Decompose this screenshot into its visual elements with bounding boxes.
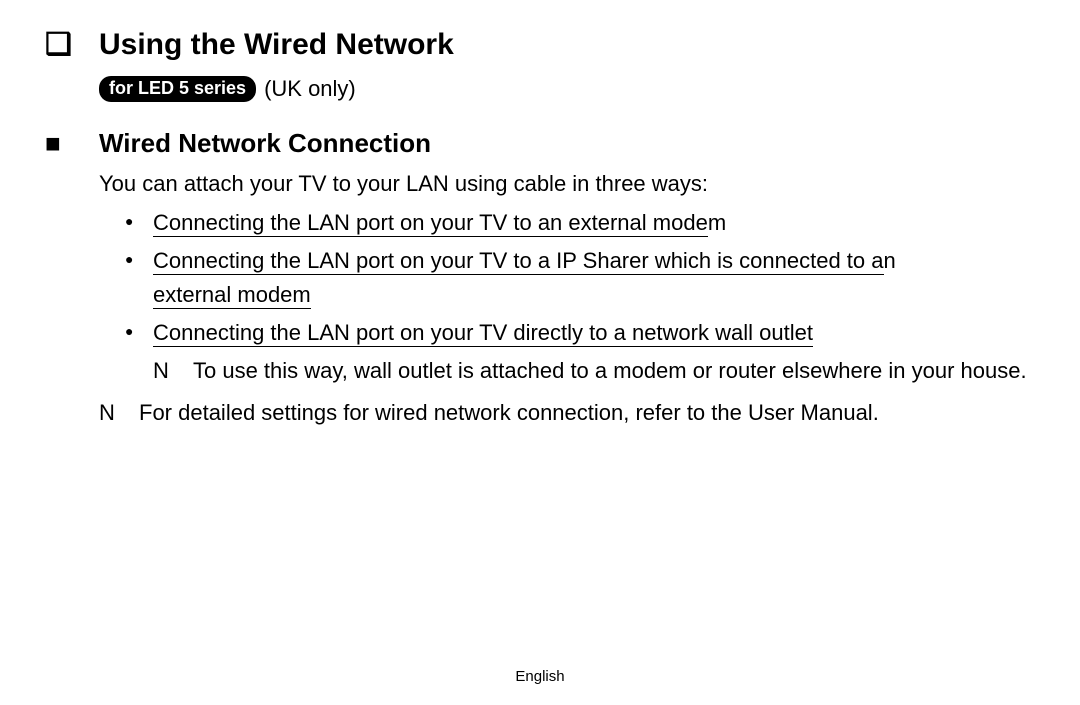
outer-note-text: For detailed settings for wired network … — [139, 396, 879, 430]
manual-page: ❑ Using the Wired Network for LED 5 seri… — [0, 0, 1080, 705]
inner-note-text: To use this way, wall outlet is attached… — [193, 354, 1027, 388]
title-marker-icon: ❑ — [45, 27, 99, 62]
section-marker-icon: ■ — [45, 128, 99, 159]
list-item: Connecting the LAN port on your TV direc… — [153, 316, 1035, 388]
series-badge: for LED 5 series — [99, 76, 256, 102]
bullet-list: Connecting the LAN port on your TV to an… — [45, 206, 1035, 388]
list-item: Connecting the LAN port on your TV to an… — [153, 206, 1035, 240]
note-marker-icon: N — [99, 396, 139, 430]
page-title-row: ❑ Using the Wired Network — [45, 27, 1035, 62]
list-item: Connecting the LAN port on your TV to a … — [153, 244, 1035, 312]
bullet-text-tail: n — [884, 248, 896, 273]
badge-row: for LED 5 series (UK only) — [99, 76, 1035, 102]
bullet-text-tail: m — [708, 210, 726, 235]
section-heading-row: ■ Wired Network Connection — [45, 128, 1035, 159]
intro-text: You can attach your TV to your LAN using… — [99, 167, 1035, 200]
bullet-text-underlined: Connecting the LAN port on your TV to a … — [153, 248, 884, 275]
bullet-text-underlined: Connecting the LAN port on your TV direc… — [153, 320, 813, 347]
badge-suffix: (UK only) — [264, 76, 356, 102]
section-heading: Wired Network Connection — [99, 128, 431, 159]
note-marker-icon: N — [153, 354, 193, 388]
bullet-text-underlined-line2: external modem — [153, 282, 311, 309]
bullet-text-underlined: Connecting the LAN port on your TV to an… — [153, 210, 708, 237]
page-title: Using the Wired Network — [99, 28, 454, 62]
page-footer-language: English — [0, 668, 1080, 685]
outer-note: N For detailed settings for wired networ… — [45, 396, 1035, 430]
inner-note: N To use this way, wall outlet is attach… — [153, 354, 1035, 388]
